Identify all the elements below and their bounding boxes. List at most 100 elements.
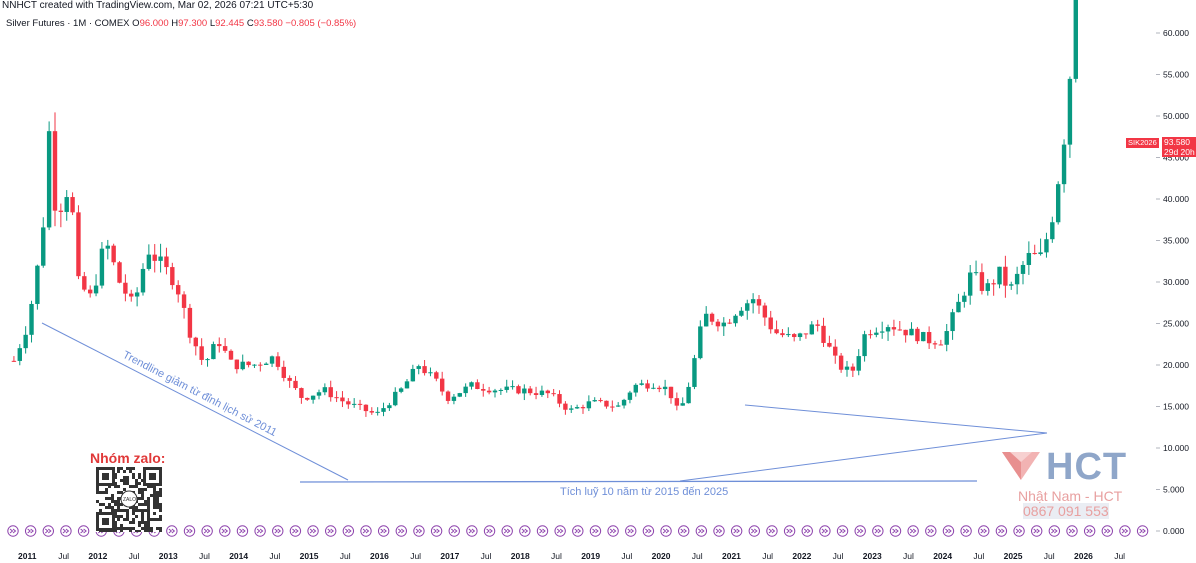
candle-body (175, 285, 181, 295)
qr-cell (126, 527, 129, 530)
qr-cell (99, 503, 102, 506)
symbol-label[interactable]: Silver Futures · 1M · COMEX (6, 18, 130, 29)
candle (1067, 76, 1073, 158)
candle-body (1038, 252, 1043, 255)
qr-cell (114, 527, 117, 530)
candle (657, 385, 662, 393)
accumulation-annotation: Tích luỹ 10 năm từ 2015 đến 2025 (560, 486, 728, 498)
qr-cell (141, 512, 144, 515)
candle-body (891, 327, 897, 330)
qr-cell (105, 497, 108, 500)
watermark-phone: 0867 091 553 (1023, 503, 1109, 519)
qr-cell (132, 467, 135, 470)
candle-body (351, 403, 357, 405)
event-marker-chevron (415, 528, 423, 534)
candle-body (797, 333, 803, 338)
candle (985, 278, 990, 296)
event-marker-chevron (503, 528, 511, 534)
x-tick-label: Jul (1114, 551, 1125, 561)
candle-body (827, 342, 832, 347)
event-marker-chevron (186, 528, 193, 534)
qr-cell (141, 521, 144, 524)
candle (322, 383, 328, 396)
candle-body (428, 372, 433, 374)
qr-cell (141, 494, 144, 497)
qr-cell (147, 524, 150, 527)
qr-cell (123, 488, 126, 491)
candle-body (780, 333, 785, 336)
candle-body (434, 372, 439, 379)
candle-body (1032, 252, 1037, 255)
qr-cell (102, 491, 105, 494)
candle-body (610, 406, 615, 408)
candle-body (381, 408, 386, 412)
qr-cell (123, 470, 126, 473)
event-marker-chevron (292, 528, 299, 534)
candle-body (445, 391, 451, 401)
candle-body (76, 212, 81, 277)
qr-cell (132, 509, 135, 512)
candle (891, 319, 897, 336)
x-tick-label: 2017 (440, 551, 459, 561)
candle (310, 395, 316, 404)
candle-body (299, 388, 304, 398)
candle (833, 339, 838, 364)
qr-cell (153, 500, 156, 503)
candle (58, 203, 64, 228)
qr-cell (117, 515, 120, 518)
x-tick-label: Jul (903, 551, 914, 561)
qr-cell (132, 527, 135, 530)
qr-cell (126, 515, 129, 518)
candle (604, 400, 609, 409)
candle (668, 386, 674, 404)
event-marker-chevron (468, 528, 476, 534)
high-label: H (171, 18, 179, 29)
candle (557, 390, 562, 408)
chart-header: NNHCT created with TradingView.com, Mar … (2, 0, 314, 11)
candle (170, 262, 175, 290)
triangle-lower-line (679, 432, 1048, 482)
candle (11, 356, 17, 362)
qr-cell (138, 521, 141, 524)
candle (357, 399, 363, 410)
candle-body (657, 387, 662, 390)
candle (915, 326, 920, 344)
qr-cell (156, 494, 159, 497)
candle-body (58, 210, 64, 212)
event-marker-chevron (786, 528, 793, 534)
qr-cell (159, 518, 162, 521)
candle (662, 379, 668, 396)
candle (340, 391, 345, 408)
candle (240, 354, 245, 371)
qr-cell (102, 503, 105, 506)
qr-cell (159, 491, 162, 494)
qr-cell (141, 479, 144, 482)
qr-cell (153, 488, 156, 491)
diamond-logo-icon (1002, 452, 1040, 480)
candle (416, 364, 421, 375)
candle-body (750, 299, 756, 304)
event-marker-chevron (9, 528, 17, 534)
qr-cell (114, 530, 117, 532)
qr-cell (117, 503, 120, 506)
candle (739, 307, 744, 317)
candle (850, 363, 856, 378)
event-marker-chevron (839, 528, 846, 534)
candle-body (527, 388, 533, 394)
candle-body (733, 315, 738, 324)
candle (574, 404, 580, 409)
qr-cell (111, 494, 114, 497)
x-tick-label: 2020 (652, 551, 671, 561)
candle-body (522, 388, 527, 394)
qr-cell (117, 497, 120, 500)
candle (809, 321, 814, 335)
qr-cell (105, 506, 108, 509)
qr-cell (114, 509, 117, 512)
last-price-badge: 93.580 29d 20h (1162, 137, 1196, 157)
candle-body (463, 386, 468, 394)
candle (580, 404, 586, 414)
candle (64, 190, 69, 221)
event-marker-chevron (539, 528, 546, 534)
candle (193, 336, 198, 356)
